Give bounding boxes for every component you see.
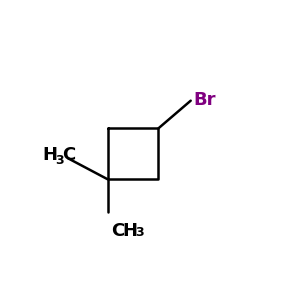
Text: C: C — [111, 222, 124, 240]
Text: C: C — [62, 146, 76, 164]
Text: 3: 3 — [135, 226, 144, 239]
Text: H: H — [43, 146, 58, 164]
Text: H: H — [122, 222, 137, 240]
Text: Br: Br — [193, 91, 215, 109]
Text: 3: 3 — [56, 154, 64, 167]
